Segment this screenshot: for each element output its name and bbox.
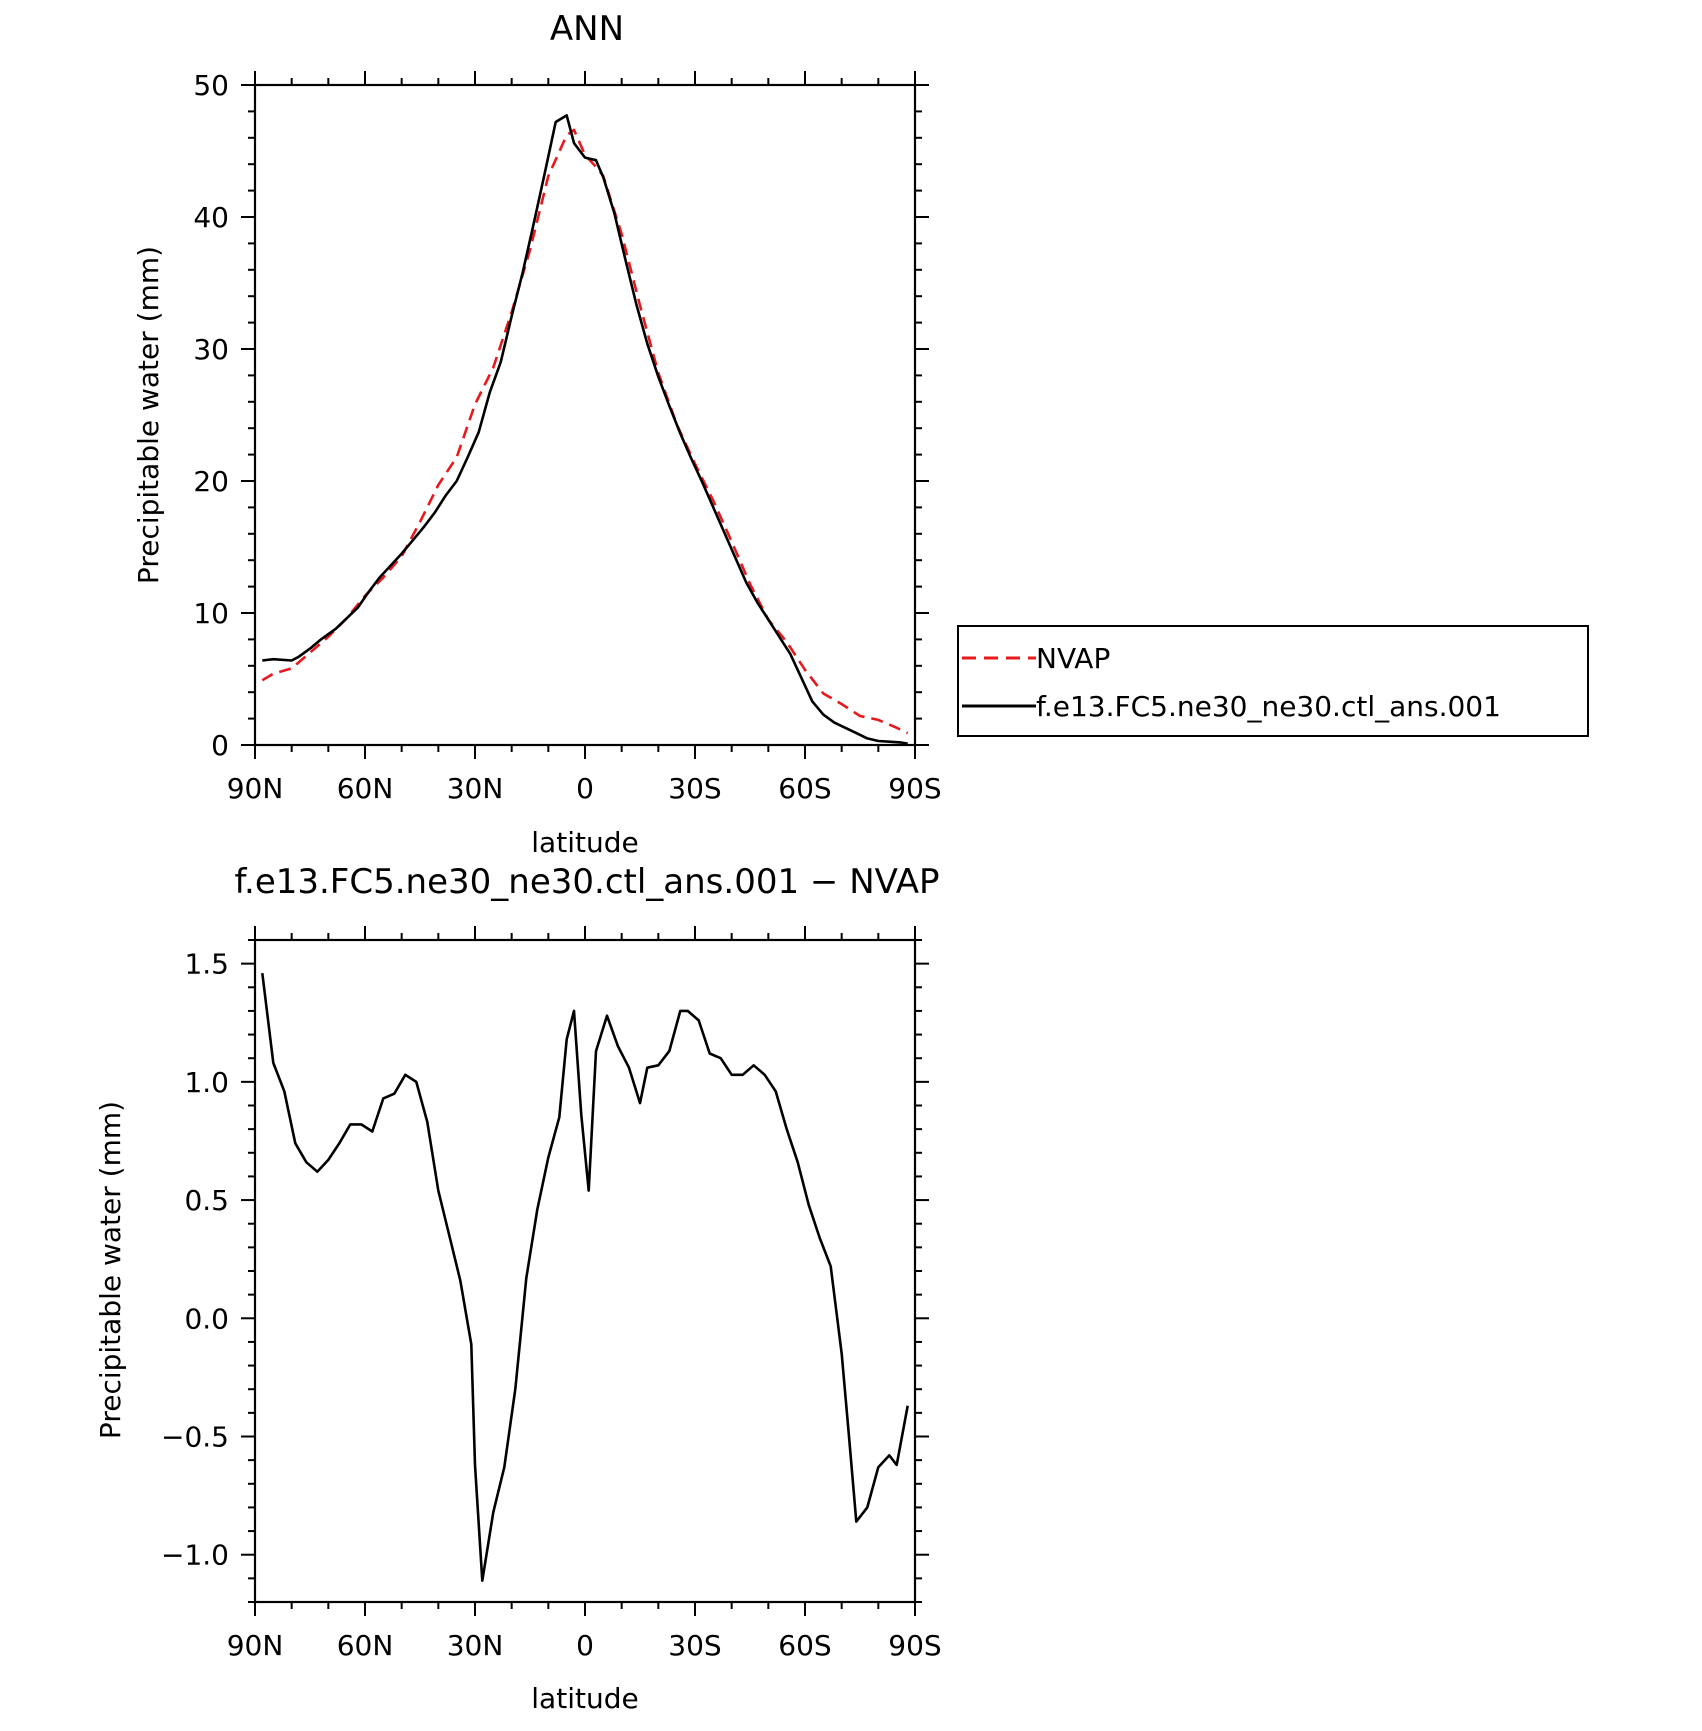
x-tick-label: 30N — [447, 1629, 504, 1662]
y-tick-label: 1.0 — [184, 1066, 229, 1099]
x-tick-label: 60S — [778, 1629, 831, 1662]
y-tick-label: 10 — [193, 597, 229, 630]
legend-box — [957, 625, 1589, 737]
top-tick-labels: 90N 60N 30N 0 30S 60S 90S 0 10 20 30 40 50 — [193, 69, 941, 805]
y-tick-label: 30 — [193, 333, 229, 366]
x-tick-label: 90S — [888, 1629, 941, 1662]
bottom-tick-labels: 90N 60N 30N 0 30S 60S 90S −1.0 −0.5 0.0 0.5 1.0 1.5 — [161, 948, 942, 1662]
x-tick-label: 90N — [227, 772, 284, 805]
series-line-0-1 — [262, 114, 908, 745]
legend-label-nvap: NVAP — [1036, 642, 1110, 675]
legend: NVAP f.e13.FC5.ne30_ne30.ctl_ans.001 — [957, 625, 1589, 737]
y-tick-label: 0 — [211, 729, 229, 762]
top-series-lines — [261, 114, 909, 745]
y-tick-label: 20 — [193, 465, 229, 498]
y-tick-label: 0.0 — [184, 1302, 229, 1335]
y-tick-label: 40 — [193, 201, 229, 234]
x-tick-label: 60N — [337, 1629, 394, 1662]
x-tick-label: 30S — [668, 1629, 721, 1662]
x-tick-label: 0 — [576, 1629, 594, 1662]
y-tick-label: −1.0 — [161, 1539, 229, 1572]
bottom-series-lines — [261, 972, 909, 1582]
top-axis-ticks — [241, 71, 929, 759]
top-chart-title: ANN — [550, 9, 624, 49]
bottom-panel: f.e13.FC5.ne30_ne30.ctl_ans.001 − NVAP 9… — [94, 862, 942, 1715]
x-tick-label: 60S — [778, 772, 831, 805]
y-tick-label: 50 — [193, 69, 229, 102]
bottom-axis-ticks — [241, 926, 929, 1616]
x-tick-label: 90N — [227, 1629, 284, 1662]
bottom-x-axis-label: latitude — [531, 1682, 638, 1715]
top-plot-frame — [253, 83, 917, 747]
x-tick-label: 60N — [337, 772, 394, 805]
y-tick-label: 1.5 — [184, 948, 229, 981]
bottom-y-axis-label: Precipitable water (mm) — [94, 1101, 127, 1439]
legend-label-model: f.e13.FC5.ne30_ne30.ctl_ans.001 — [1036, 690, 1501, 723]
x-tick-label: 90S — [888, 772, 941, 805]
series-line-1-0 — [261, 972, 909, 1582]
y-tick-label: −0.5 — [161, 1421, 229, 1454]
top-y-axis-label: Precipitable water (mm) — [132, 246, 165, 584]
y-tick-label: 0.5 — [184, 1184, 229, 1217]
bottom-plot-frame — [253, 938, 917, 1604]
x-tick-label: 30N — [447, 772, 504, 805]
x-tick-label: 30S — [668, 772, 721, 805]
bottom-chart-title: f.e13.FC5.ne30_ne30.ctl_ans.001 − NVAP — [235, 862, 940, 902]
series-line-0-0 — [261, 128, 909, 735]
x-tick-label: 0 — [576, 772, 594, 805]
top-x-axis-label: latitude — [531, 826, 638, 859]
top-panel: ANN 90N 60N 30N 0 30S 60S 90S 0 10 20 30 40 50 latit… — [132, 9, 942, 859]
